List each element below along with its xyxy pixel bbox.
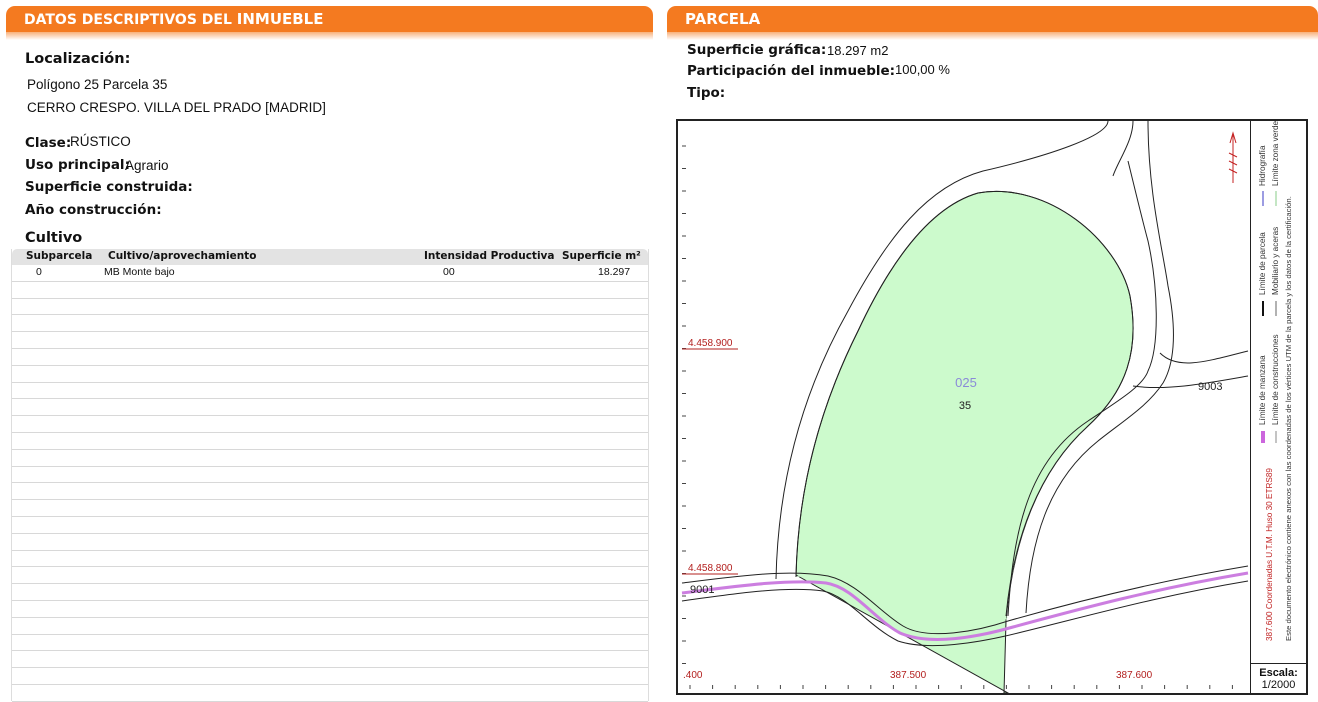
cultivo-table: Subparcela Cultivo/aprovechamiento Inten… [11,249,649,702]
header-bold: INMUEBLE [236,10,324,28]
road-9003-upper [1159,350,1249,364]
table-row-empty [12,467,648,484]
superficie-grafica-label: Superficie gráfica: [687,42,827,58]
left-ticks [682,145,686,664]
table-row-empty [12,299,648,316]
cultivo-title: Cultivo [25,230,83,246]
cell-superficie: 18.297 [598,266,631,278]
table-row-empty [12,534,648,551]
table-row-empty [12,584,648,601]
boundary-left [775,121,1109,580]
table-row-empty [12,315,648,333]
legend-manzana: Límite de manzana [1258,355,1267,425]
anio-construccion-label: Año construcción: [25,202,162,218]
col-subparcela: Subparcela [26,250,93,262]
legend-parcela: Límite de parcela [1258,232,1267,295]
cell-intensidad: 00 [443,266,455,278]
legend-hidrografia: Hidrografía [1258,145,1267,186]
coord-x-left: .400 [683,670,703,681]
table-row-empty [12,416,648,433]
map-scale: Escala: 1/2000 [1250,663,1306,693]
participacion-value: 100,00 % [895,62,950,77]
table-row-empty [12,618,648,635]
cadastral-map: 025 35 9001 9003 4.458.900 4.458.800 .40… [681,121,1249,693]
road-9001-lower [681,580,1249,647]
table-row-empty [12,349,648,366]
table-header: Subparcela Cultivo/aprovechamiento Inten… [12,249,648,265]
road-9003-label: 9003 [1198,381,1222,393]
table-row: 0 MB Monte bajo 00 18.297 [12,265,648,282]
header-prefix: DATOS DESCRIPTIVOS DEL [24,12,232,28]
table-row-empty [12,399,648,417]
zona-verde-limit [681,571,1249,641]
localizacion-label: Localización: [25,51,131,67]
parcela-header: PARCELA [667,6,1318,40]
table-row-empty [12,383,648,400]
scale-value: 1/2000 [1261,679,1296,691]
table-row-empty [12,567,648,585]
boundary-right [1007,160,1157,617]
cell-cultivo: MB Monte bajo [104,266,175,278]
localizacion-line1: Polígono 25 Parcela 35 [27,77,168,92]
scale-label: Escala: [1259,667,1298,679]
uso-value: Agrario [125,158,169,173]
tipo-label: Tipo: [687,85,726,101]
table-row-empty [12,635,648,652]
col-intensidad: Intensidad Productiva [424,250,555,262]
bottom-ticks [689,685,1233,689]
coord-y-upper: 4.458.900 [688,338,733,349]
table-row-empty [12,517,648,534]
table-row-empty [12,500,648,517]
descriptive-data-header: DATOS DESCRIPTIVOS DEL INMUEBLE [6,6,653,40]
coord-x-mid: 387.500 [890,670,927,681]
coord-y-lower: 4.458.800 [688,563,733,574]
table-row-empty [12,668,648,685]
table-row-empty [12,332,648,349]
table-row-empty [12,651,648,669]
localizacion-line2: CERRO CRESPO. VILLA DEL PRADO [MADRID] [27,100,326,115]
uso-label: Uso principal: [25,157,130,173]
col-cultivo: Cultivo/aprovechamiento [108,250,257,262]
boundary-right-outer [1025,121,1174,614]
col-superficie: Superficie m² [562,250,641,262]
superficie-grafica-value: 18.297 m2 [827,43,889,58]
parcela-label: 35 [959,400,971,412]
legend-symbols [1261,191,1277,443]
participacion-label: Participación del inmueble: [687,63,896,79]
coord-x-right: 387.600 [1116,670,1153,681]
table-row-empty [12,483,648,501]
legend-coordenadas: 387.600 Coordenadas U.T.M. Huso 30 ETRS8… [1265,468,1274,641]
clase-value: RÚSTICO [70,134,131,149]
parcel-35-boundary-fill [796,426,1088,636]
road-9001-label: 9001 [690,584,714,596]
road-9001-upper [681,565,1249,635]
boundary-right-upper [1112,121,1134,177]
poligono-label: 025 [955,375,977,390]
empty-rows [12,282,648,702]
table-row-empty [12,282,648,299]
table-row-empty [12,551,648,568]
cell-subparcela: 0 [36,266,42,278]
legend-construcciones: Límite de construcciones [1271,334,1280,425]
legend-zona-verde: Límite zona verde [1271,120,1280,186]
table-row-empty [12,685,648,702]
table-row-empty [12,450,648,467]
superficie-construida-label: Superficie construida: [25,179,193,195]
map-legend: Hidrografía Límite zona verde Límite de … [1250,121,1307,663]
parcela-header-text: PARCELA [685,10,761,28]
table-row-empty [12,601,648,618]
legend-nota: Este documento electrónico contiene anex… [1284,196,1293,641]
parcel-35-outline [795,191,1134,617]
clase-label: Clase: [25,135,72,151]
table-row-empty [12,433,648,450]
cadastral-map-frame [676,119,1308,695]
legend-mobiliario: Mobiliario y aceras [1271,226,1280,295]
road-9003-lower [1132,375,1249,389]
table-row-empty [12,366,648,383]
north-arrow-icon [1228,131,1238,183]
